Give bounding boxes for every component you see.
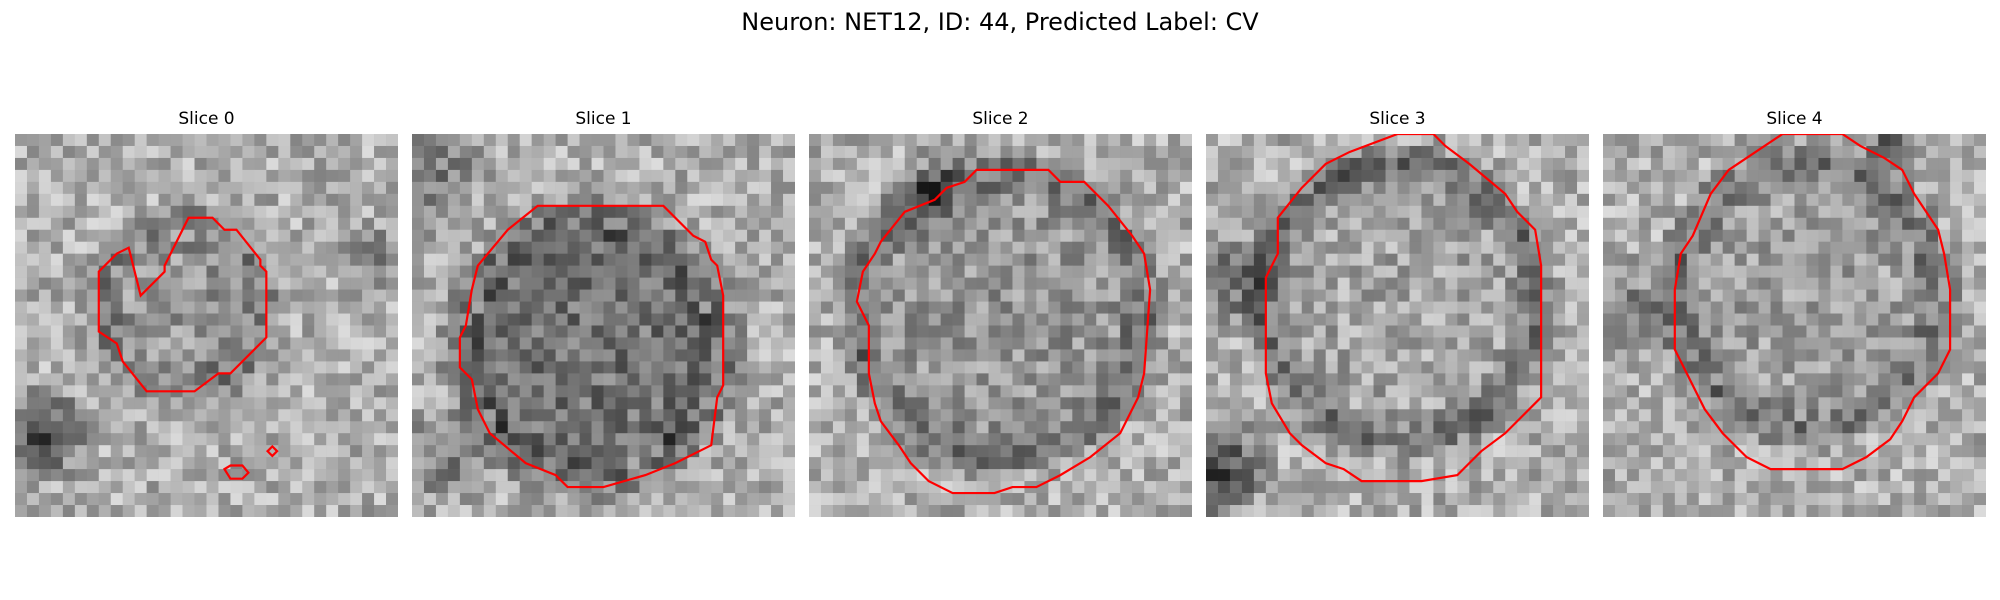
slice-image-2 [809, 134, 1192, 517]
slice-image-3 [1206, 134, 1589, 517]
slice-pixels-3 [1206, 134, 1589, 517]
roi-contour-1 [460, 206, 723, 487]
roi-contour-3 [1266, 134, 1541, 481]
slice-panel-0: Slice 0 [15, 108, 398, 517]
roi-contour-0 [99, 218, 267, 392]
roi-contour-2 [857, 170, 1150, 493]
slice-title-3: Slice 3 [1369, 109, 1426, 129]
slice-image-4 [1603, 134, 1986, 517]
roi-contour-tiny-0 [268, 446, 278, 456]
slice-panel-2: Slice 2 [809, 108, 1192, 517]
figure-title: Neuron: NET12, ID: 44, Predicted Label: … [741, 8, 1259, 36]
slice-panel-1: Slice 1 [412, 108, 795, 517]
slice-pixels-0 [15, 134, 398, 517]
slice-pixels-2 [809, 134, 1192, 517]
slice-title-4: Slice 4 [1766, 109, 1823, 129]
slice-title-1: Slice 1 [575, 109, 632, 129]
slice-panel-3: Slice 3 [1206, 108, 1589, 517]
slice-pixels-4 [1603, 134, 1986, 517]
slice-image-1 [412, 134, 795, 517]
roi-contour-small-0 [224, 466, 248, 479]
slice-title-0: Slice 0 [178, 109, 235, 129]
slice-image-0 [15, 134, 398, 517]
roi-contour-4 [1675, 134, 1950, 469]
slice-panel-4: Slice 4 [1603, 108, 1986, 517]
slice-title-2: Slice 2 [972, 109, 1029, 129]
slice-pixels-1 [412, 134, 795, 517]
